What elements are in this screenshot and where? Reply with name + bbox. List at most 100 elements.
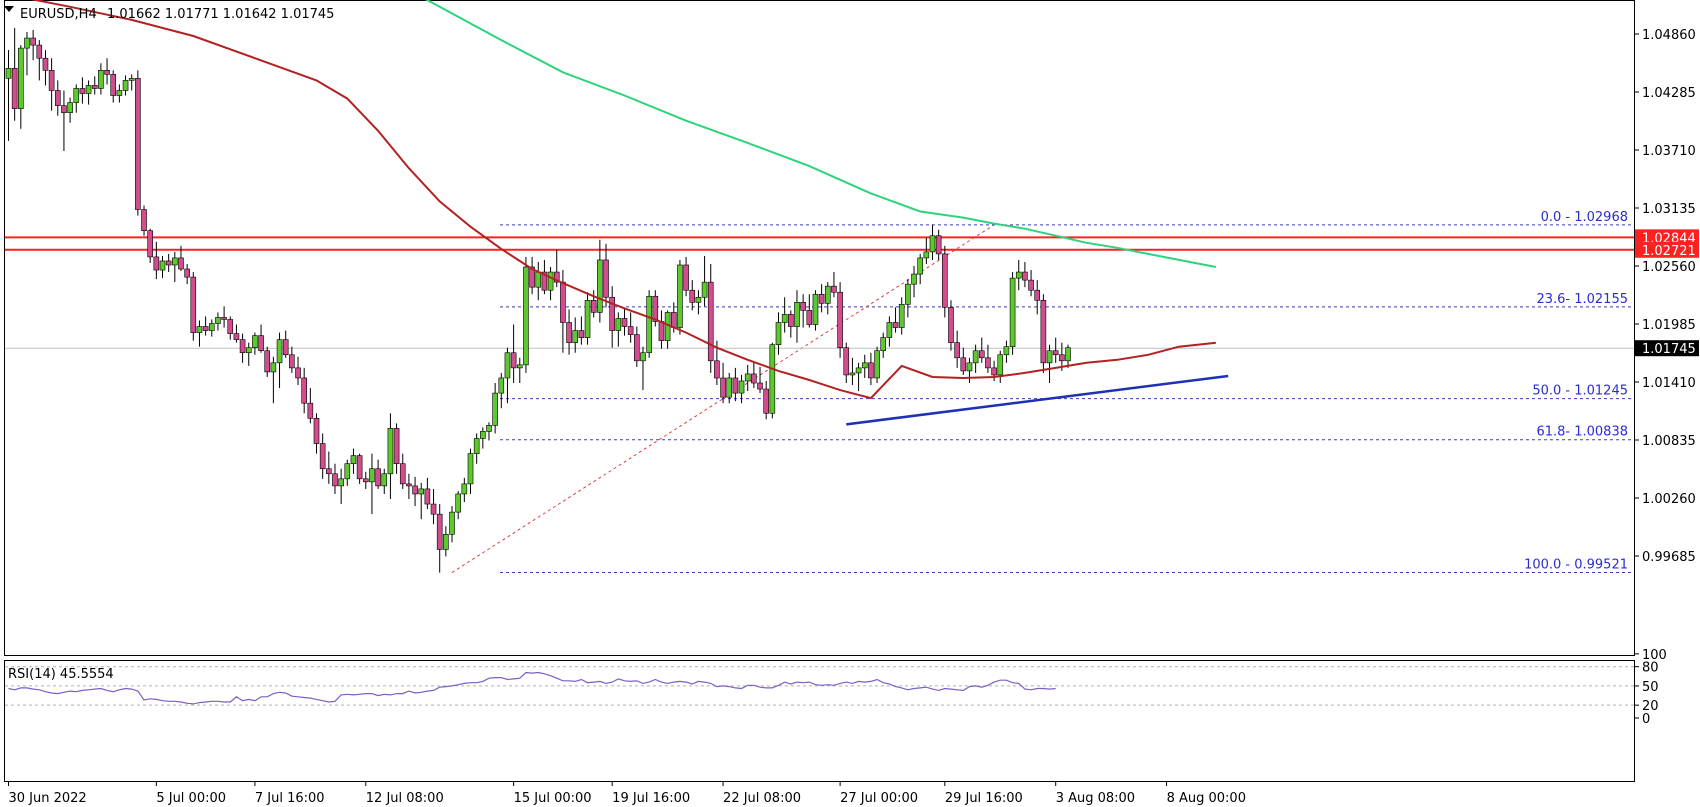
candle [473,433,480,464]
candle-body [738,380,745,394]
candle [196,320,203,347]
candle-body [135,78,141,210]
candle [239,333,246,363]
candle [1003,340,1010,363]
candle-body [831,285,837,293]
candle-body [640,352,646,362]
candle [227,316,234,340]
candle-body [449,511,455,535]
candle [966,357,973,384]
candle-body [726,377,733,398]
candle [510,324,517,384]
candle [948,300,954,351]
dropdown-triangle-icon[interactable] [4,6,14,12]
candle [794,290,800,343]
candle-body [1059,354,1065,362]
candle [831,272,837,298]
candle [233,324,240,343]
candle-body [744,373,751,382]
candle-body [73,88,80,103]
rsi-tick-label: 80 [1642,661,1659,676]
candle-body [646,295,652,354]
candle [85,80,92,105]
candle-body [960,357,967,372]
candle-body [258,335,264,352]
candle [104,58,110,85]
candle [1034,280,1041,315]
time-tick-label: 7 Jul 16:00 [255,791,325,806]
ma-fast [30,0,1217,400]
resistance-badge [1635,229,1699,246]
candle [640,346,646,391]
candle-body [362,478,369,483]
candle-body [406,483,412,487]
candle [190,272,197,341]
candle-body [695,296,702,303]
current-price-badge [1635,340,1699,357]
candle [116,84,123,103]
candle [751,362,757,389]
price-tick-label: 1.02560 [1642,260,1696,275]
candle-body [572,330,579,343]
candle-body [880,337,887,352]
candle-body [609,296,615,331]
candle-body [861,362,868,369]
candle [861,354,868,378]
candle-body [547,271,554,291]
candle-body [1046,350,1053,364]
candle-body [1003,346,1010,356]
candle [1028,270,1034,297]
candle [646,290,652,358]
candle [535,261,542,301]
candle [689,280,696,311]
candle [135,70,141,216]
candle-body [775,322,782,345]
candle [769,342,776,419]
time-tick-label: 12 Jul 08:00 [366,791,444,806]
candle-body [79,88,86,94]
candle [757,366,763,394]
candle-body [467,453,474,485]
candle-body [1052,350,1059,356]
candle-body [418,488,425,495]
candle-body [781,314,788,323]
candle [48,58,55,111]
candle [1022,261,1028,288]
candle-body [319,443,326,470]
candle-body [178,257,184,270]
candle-body [566,322,572,343]
time-tick-label: 15 Jul 00:00 [514,791,592,806]
candle [498,372,505,409]
candle-body [504,352,511,379]
candle [664,310,671,349]
price-axis: 1.04860 1.04285 1.03710 1.03135 1.02560 1.019… [1634,28,1696,565]
fib-level-label: 0.0 - 1.02968 [1541,210,1628,225]
candle [609,286,615,348]
candle [960,347,967,375]
candle [726,372,733,404]
candle-body [430,503,437,515]
candle [886,316,893,347]
candle [954,330,960,368]
candle-body [356,455,363,480]
candle [763,380,769,420]
candle-body [874,350,880,379]
fib-level-label: 50.0 - 1.01245 [1532,384,1628,399]
candle-body [252,335,258,349]
candle [584,292,591,345]
candle [874,346,880,384]
candle [677,259,683,335]
price-tick-label: 1.03135 [1642,202,1696,217]
candle [621,307,628,336]
candle-body [98,70,104,89]
candle [208,319,215,337]
price-tick-label: 1.00260 [1642,492,1696,507]
candle-body [769,344,776,414]
candle [1046,344,1053,384]
time-axis: 30 Jun 2022 5 Jul 00:00 7 Jul 16:00 12 Jul … [8,781,1246,806]
candle [73,84,80,113]
candle-body [603,259,609,298]
candle [997,350,1004,384]
candle [818,284,825,313]
